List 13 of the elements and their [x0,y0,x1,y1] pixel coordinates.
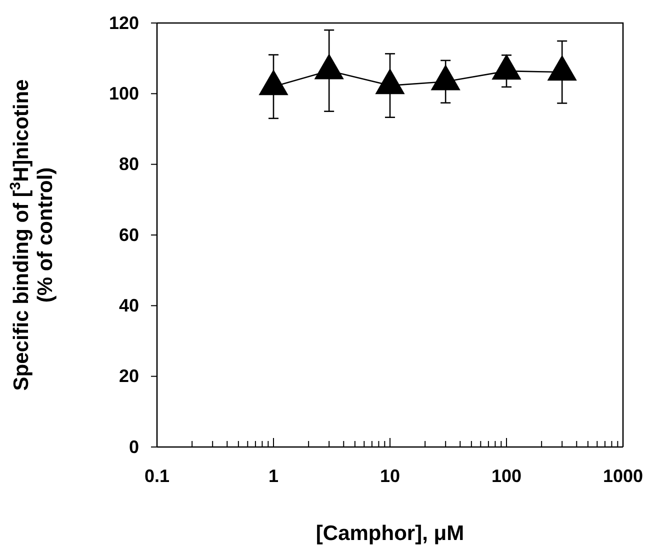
x-tick-label: 0.1 [144,466,170,486]
x-axis-title: [Camphor], μM [316,522,464,545]
y-tick-label: 20 [118,366,139,386]
y-tick-label: 40 [118,295,139,316]
y-tick-label: 120 [108,12,139,33]
y-tick-label: 100 [108,83,139,104]
x-tick-label: 1 [268,466,279,486]
x-tick-label: 10 [380,466,400,486]
y-tick-label: 80 [118,154,139,174]
y-tick-label: 0 [128,436,139,457]
y-tick-label: 60 [118,224,139,245]
x-tick-label: 1000 [602,466,644,486]
x-tick-label: 100 [491,466,522,486]
